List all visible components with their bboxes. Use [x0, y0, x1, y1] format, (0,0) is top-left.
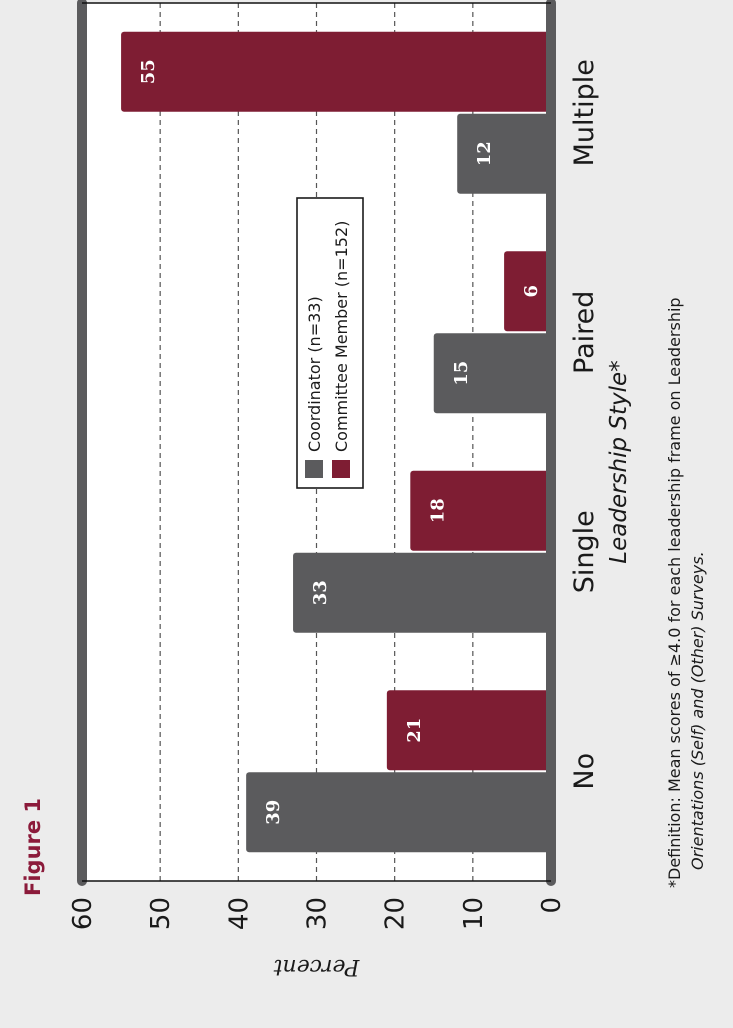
y-tick-20: 20 — [381, 897, 411, 930]
x-tick-paired: Paired — [569, 291, 600, 374]
figure-label: Figure 1 — [21, 798, 45, 896]
bar-coordinator-multiple — [457, 113, 552, 194]
bar-committee-no — [386, 690, 551, 771]
data-label-committee-no: 21 — [404, 718, 425, 743]
plot-frame — [77, 0, 556, 886]
legend-swatch-committee — [332, 460, 350, 478]
data-label-coordinator-no: 39 — [263, 800, 284, 825]
x-axis-ticks: No Single Paired Multiple — [569, 59, 600, 789]
legend-swatch-coordinator — [305, 460, 323, 478]
y-tick-10: 10 — [459, 897, 489, 930]
y-axis-label: Percent — [273, 954, 360, 979]
x-axis-label: Leadership Style* — [606, 360, 632, 563]
legend-label-coordinator: Coordinator (n=33) — [305, 296, 324, 452]
x-tick-no: No — [569, 753, 600, 790]
footnote-line-1: *Definition: Mean scores of ≥4.0 for eac… — [665, 297, 684, 888]
footnote-line-2: Orientations (Self) and (Other) Surveys. — [688, 551, 707, 870]
data-label-coordinator-single: 33 — [310, 580, 331, 605]
rotated-chart: Figure 1 39 21 33 18 15 6 12 55 0 10 20 30 40 50 60 P… — [21, 0, 707, 979]
y-tick-30: 30 — [303, 897, 333, 930]
y-tick-40: 40 — [224, 897, 254, 930]
y-tick-0: 0 — [537, 897, 567, 914]
data-label-committee-paired: 6 — [521, 285, 542, 298]
bar-committee-multiple — [121, 31, 551, 112]
data-label-coordinator-multiple: 12 — [474, 141, 495, 166]
y-tick-60: 60 — [68, 897, 98, 930]
data-label-committee-multiple: 55 — [138, 59, 159, 84]
legend-box — [296, 197, 364, 489]
data-label-coordinator-paired: 15 — [451, 361, 472, 386]
data-label-committee-single: 18 — [427, 498, 448, 523]
bar-committee-paired — [504, 251, 552, 332]
x-tick-single: Single — [569, 510, 600, 593]
bar-coordinator-no — [246, 772, 551, 853]
bar-committee-single — [410, 470, 551, 551]
y-tick-50: 50 — [146, 897, 176, 930]
x-tick-multiple: Multiple — [569, 59, 600, 166]
legend: Coordinator (n=33) Committee Member (n=1… — [296, 197, 364, 489]
legend-label-committee: Committee Member (n=152) — [332, 221, 351, 452]
bar-coordinator-paired — [433, 333, 551, 414]
bar-coordinator-single — [293, 552, 551, 633]
bars: 39 21 33 18 15 6 12 55 — [121, 31, 552, 853]
y-axis-ticks: 0 10 20 30 40 50 60 — [68, 897, 567, 930]
